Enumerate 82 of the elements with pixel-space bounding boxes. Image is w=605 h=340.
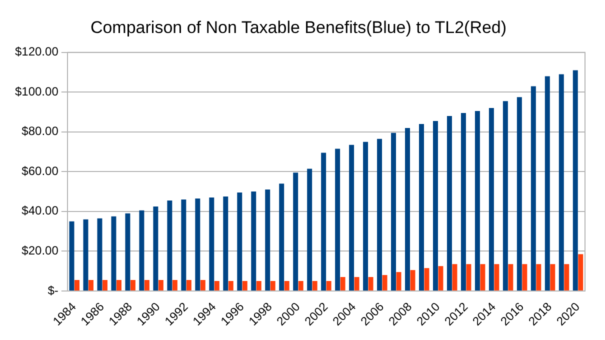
chart-title: Comparison of Non Taxable Benefits(Blue) to TL2(Red)	[90, 18, 507, 37]
bar	[396, 272, 402, 290]
bar	[391, 132, 396, 290]
bar	[270, 281, 276, 290]
bar	[321, 152, 326, 290]
bar	[200, 280, 206, 290]
bar	[237, 192, 242, 290]
bar	[172, 280, 178, 290]
bar	[139, 210, 144, 290]
bar	[508, 264, 514, 290]
bar	[424, 268, 430, 290]
bar	[69, 221, 74, 290]
bar	[354, 277, 360, 290]
bar	[466, 264, 472, 290]
bar	[144, 280, 150, 290]
bar	[405, 128, 410, 290]
bar	[578, 254, 584, 290]
y-tick-label: $120.00	[14, 44, 59, 59]
bar	[195, 198, 200, 290]
bar	[349, 144, 354, 290]
bar	[186, 280, 192, 290]
bar	[181, 200, 186, 290]
bar	[251, 192, 256, 290]
bar	[125, 213, 130, 290]
bar	[502, 101, 508, 290]
bar	[474, 111, 480, 290]
bar	[298, 281, 304, 290]
bar	[382, 275, 388, 290]
y-tick-label: $60.00	[22, 164, 59, 178]
bar	[335, 148, 340, 290]
bar	[377, 138, 382, 290]
y-tick-label: $20.00	[22, 243, 59, 258]
bar	[279, 184, 284, 290]
bar	[460, 113, 466, 290]
bar	[446, 116, 452, 290]
bar	[410, 270, 416, 290]
bar	[284, 281, 290, 290]
bar	[111, 216, 116, 290]
bar	[242, 281, 248, 290]
bar	[97, 218, 102, 290]
bar	[256, 281, 262, 290]
bar	[550, 264, 556, 290]
bar	[558, 74, 564, 290]
bar	[116, 280, 122, 290]
bar	[83, 219, 88, 290]
bar	[326, 281, 332, 290]
bar	[88, 280, 94, 290]
y-tick-label: $80.00	[22, 124, 59, 138]
bar	[536, 264, 542, 290]
bar	[432, 120, 438, 290]
bar	[214, 281, 220, 290]
y-tick-label: $40.00	[22, 204, 59, 218]
bar	[209, 198, 214, 290]
bar	[228, 281, 234, 290]
bar	[363, 142, 368, 290]
bar	[312, 281, 318, 290]
bar	[488, 108, 494, 290]
y-tick-label: $-	[48, 283, 58, 298]
bar	[340, 277, 346, 290]
bar	[368, 277, 374, 290]
bar	[167, 200, 172, 290]
bar	[530, 86, 536, 290]
bar	[158, 280, 164, 290]
bar	[419, 124, 424, 290]
bar	[452, 264, 458, 290]
bar	[223, 196, 228, 290]
bar	[102, 280, 108, 290]
bar	[293, 172, 298, 290]
bar	[307, 168, 312, 290]
bar	[74, 280, 80, 290]
bar	[494, 264, 500, 290]
bar	[480, 264, 486, 290]
bar	[544, 76, 550, 290]
bar	[153, 206, 158, 290]
bar	[572, 70, 578, 290]
bar	[564, 264, 570, 290]
bar	[516, 97, 522, 290]
bar	[438, 266, 444, 290]
bar	[130, 280, 136, 290]
bar	[522, 264, 528, 290]
bar	[265, 190, 270, 290]
y-tick-label: $100.00	[14, 84, 59, 98]
